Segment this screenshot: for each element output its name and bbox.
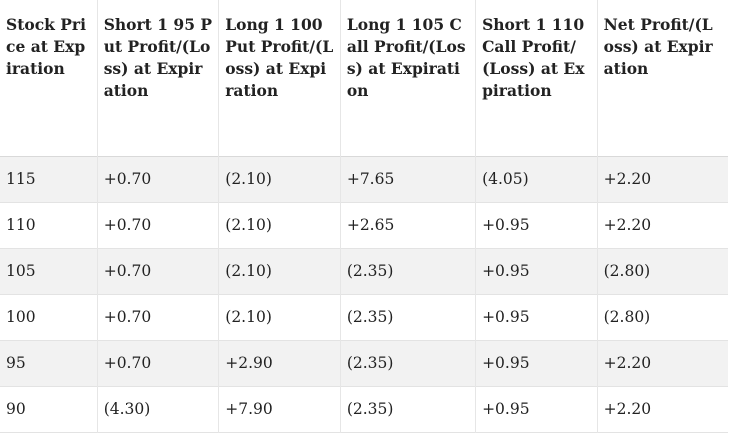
table-row: 110 +0.70 (2.10) +2.65 +0.95 +2.20	[0, 202, 728, 248]
header-short-95-put: Short 1 95 Put Profit/(Loss) at Expirati…	[96, 0, 219, 156]
cell-stock-price: 105	[6, 262, 36, 280]
cell-short-95-put: (4.30)	[96, 386, 219, 432]
cell-net-profit: +2.20	[596, 202, 728, 248]
table-row: 115 +0.70 (2.10) +7.65 (4.05) +2.20	[0, 156, 728, 202]
header-short-110-call: Short 1 110 Call Profit/(Loss) at Expira…	[475, 0, 598, 156]
cell-stock-price: 95	[6, 354, 26, 372]
header-net-profit: Net Profit/(Loss) at Expiration	[596, 0, 728, 156]
cell-net-profit: (2.80)	[596, 248, 728, 294]
cell-net-profit: +2.20	[596, 156, 728, 202]
cell-net-profit: (2.80)	[596, 294, 728, 340]
cell-short-110-call: +0.95	[475, 386, 598, 432]
cell-long-100-put: (2.10)	[218, 156, 341, 202]
cell-long-105-call: +7.65	[339, 156, 476, 202]
table-header-row: Stock Price at Expiration Short 1 95 Put…	[0, 0, 728, 156]
profit-loss-table: Stock Price at Expiration Short 1 95 Put…	[0, 0, 728, 432]
cell-long-105-call: (2.35)	[339, 386, 476, 432]
cell-long-105-call: (2.35)	[339, 340, 476, 386]
cell-long-105-call: (2.35)	[339, 248, 476, 294]
header-stock-price: Stock Price at Expiration	[6, 15, 86, 78]
cell-short-110-call: +0.95	[475, 248, 598, 294]
cell-long-100-put: +2.90	[218, 340, 341, 386]
cell-stock-price: 110	[6, 216, 36, 234]
cell-long-100-put: (2.10)	[218, 202, 341, 248]
cell-short-95-put: +0.70	[96, 248, 219, 294]
table-row: 95 +0.70 +2.90 (2.35) +0.95 +2.20	[0, 340, 728, 386]
table-row: 100 +0.70 (2.10) (2.35) +0.95 (2.80)	[0, 294, 728, 340]
cell-stock-price: 115	[6, 170, 36, 188]
cell-long-100-put: (2.10)	[218, 248, 341, 294]
table-row: 105 +0.70 (2.10) (2.35) +0.95 (2.80)	[0, 248, 728, 294]
cell-long-100-put: +7.90	[218, 386, 341, 432]
header-long-100-put: Long 1 100 Put Profit/(Loss) at Expirati…	[218, 0, 341, 156]
cell-short-95-put: +0.70	[96, 202, 219, 248]
cell-short-110-call: (4.05)	[475, 156, 598, 202]
cell-net-profit: +2.20	[596, 340, 728, 386]
cell-net-profit: +2.20	[596, 386, 728, 432]
cell-long-100-put: (2.10)	[218, 294, 341, 340]
cell-short-95-put: +0.70	[96, 156, 219, 202]
cell-long-105-call: (2.35)	[339, 294, 476, 340]
table-row: 90 (4.30) +7.90 (2.35) +0.95 +2.20	[0, 386, 728, 432]
cell-short-95-put: +0.70	[96, 294, 219, 340]
cell-short-110-call: +0.95	[475, 340, 598, 386]
cell-stock-price: 90	[6, 400, 26, 418]
cell-stock-price: 100	[6, 308, 36, 326]
cell-short-110-call: +0.95	[475, 202, 598, 248]
cell-short-95-put: +0.70	[96, 340, 219, 386]
header-long-105-call: Long 1 105 Call Profit/(Loss) at Expirat…	[339, 0, 476, 156]
cell-long-105-call: +2.65	[339, 202, 476, 248]
cell-short-110-call: +0.95	[475, 294, 598, 340]
